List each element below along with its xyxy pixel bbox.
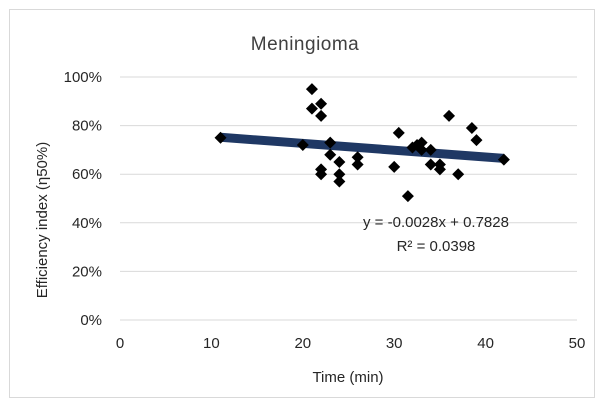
x-tick-label: 0	[116, 335, 124, 352]
y-tick-label: 20%	[72, 263, 102, 280]
data-point	[333, 175, 346, 188]
y-tick-label: 40%	[72, 215, 102, 232]
data-point	[333, 156, 346, 169]
data-point	[497, 153, 510, 166]
data-point	[388, 160, 401, 173]
x-tick-labels: 0 10 20 30 40 50	[116, 335, 586, 352]
trendline	[220, 132, 505, 163]
y-tick-label: 0%	[80, 312, 102, 329]
y-tick-label: 100%	[64, 69, 102, 86]
x-tick-label: 20	[294, 335, 311, 352]
y-tick-label: 60%	[72, 166, 102, 183]
x-tick-label: 40	[477, 335, 494, 352]
data-point	[315, 109, 328, 122]
chart-frame	[9, 9, 595, 398]
data-point	[333, 168, 346, 181]
data-point	[470, 134, 483, 147]
data-point	[392, 126, 405, 139]
trendline-group	[220, 132, 505, 163]
data-point	[465, 122, 478, 135]
gridlines	[120, 76, 577, 321]
data-point	[452, 168, 465, 181]
data-point	[296, 139, 309, 152]
data-points	[214, 83, 510, 203]
data-point	[424, 158, 437, 171]
x-axis-title: Time (min)	[312, 369, 383, 386]
data-point	[315, 168, 328, 181]
data-point	[305, 102, 318, 115]
trendline-equation: y = -0.0028x + 0.7828	[363, 214, 509, 231]
data-point	[415, 136, 428, 149]
x-tick-label: 10	[203, 335, 220, 352]
data-point	[351, 158, 364, 171]
data-point	[305, 83, 318, 96]
x-tick-label: 30	[386, 335, 403, 352]
data-point	[424, 143, 437, 156]
y-tick-label: 80%	[72, 118, 102, 135]
chart-title: Meningioma	[251, 34, 360, 55]
data-point	[324, 136, 337, 149]
data-point	[433, 163, 446, 176]
data-point	[214, 131, 227, 144]
data-point	[315, 97, 328, 110]
data-point	[443, 109, 456, 122]
data-point	[415, 143, 428, 156]
trendline-r2: R² = 0.0398	[397, 238, 476, 255]
x-tick-label: 50	[569, 335, 586, 352]
y-tick-labels: 0% 20% 40% 60% 80% 100%	[64, 69, 102, 329]
y-axis-title: Efficiency index (η50%)	[34, 142, 51, 298]
data-point	[351, 151, 364, 164]
data-point	[401, 190, 414, 203]
data-point	[324, 148, 337, 161]
